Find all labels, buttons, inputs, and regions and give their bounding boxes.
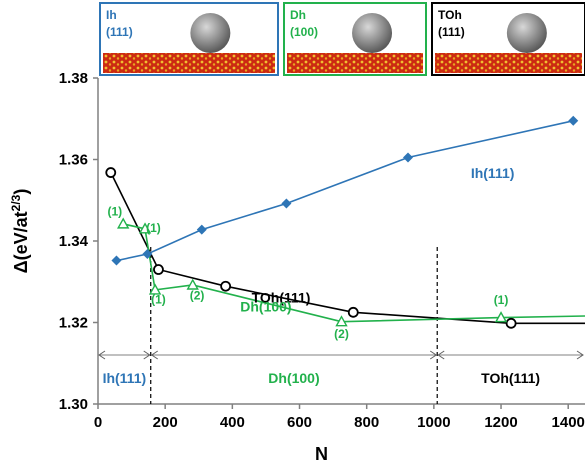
inset-title-2: TOh bbox=[438, 8, 462, 22]
annotation-label: (2) bbox=[190, 288, 205, 302]
y-axis-title: Δ(eV/at2/3) bbox=[9, 189, 31, 274]
region-arrowhead-right bbox=[143, 350, 151, 360]
series-label-dh: Dh(100) bbox=[240, 298, 291, 314]
y-tick-label: 1.30 bbox=[59, 396, 88, 413]
region-label: Ih(111) bbox=[103, 370, 147, 386]
data-point-ih bbox=[111, 255, 122, 266]
region-label: TOh(111) bbox=[481, 370, 540, 386]
x-tick-label: 1000 bbox=[417, 414, 450, 431]
data-point-dh bbox=[494, 311, 508, 323]
data-point-toh bbox=[347, 306, 359, 318]
data-point-toh bbox=[505, 317, 517, 329]
data-point-ih bbox=[196, 224, 207, 235]
region-arrowhead-left bbox=[437, 350, 445, 360]
inset-substrate-2 bbox=[435, 53, 582, 73]
series-markers bbox=[105, 115, 579, 329]
region-label: Dh(100) bbox=[268, 370, 319, 386]
insets: Ih (111) Dh (100) TOh (111) bbox=[99, 2, 585, 76]
plot-frame: 1.30 1.32 1.34 1.36 1.38 0 200 400 600 800 1000 120… bbox=[9, 70, 585, 464]
x-tick-label: 400 bbox=[220, 414, 245, 431]
inset-substrate-0 bbox=[103, 53, 275, 73]
data-point-dh bbox=[335, 315, 348, 327]
x-tick-label: 0 bbox=[94, 414, 102, 431]
region-arrowhead-left bbox=[150, 350, 159, 360]
data-point-toh bbox=[220, 280, 232, 292]
y-tick-label: 1.32 bbox=[59, 315, 88, 332]
series-label-ih: Ih(111) bbox=[471, 165, 515, 181]
data-point-ih bbox=[568, 115, 579, 126]
data-point-toh bbox=[153, 264, 164, 275]
series-label-toh: TOh(111) bbox=[252, 290, 311, 306]
series-line-ih bbox=[116, 120, 574, 262]
x-tick-label: 1200 bbox=[484, 414, 517, 431]
region-arrowhead-right bbox=[429, 350, 438, 360]
y-tick-label: 1.38 bbox=[59, 70, 88, 87]
x-tick-label: 600 bbox=[287, 414, 312, 431]
inset-cluster-2 bbox=[506, 13, 547, 53]
data-point-ih bbox=[403, 152, 414, 163]
inset-sub-2: (111) bbox=[438, 25, 465, 39]
y-tick-label: 1.34 bbox=[59, 233, 89, 250]
data-point-ih bbox=[142, 249, 153, 260]
x-axis-title: N bbox=[315, 444, 328, 464]
x-tick-label: 800 bbox=[354, 414, 379, 431]
series-lines bbox=[110, 120, 585, 325]
annotation-label: (1) bbox=[107, 205, 122, 219]
data-point-ih bbox=[281, 198, 292, 209]
data-point-toh bbox=[105, 167, 117, 178]
x-tick-label: 1400 bbox=[552, 414, 585, 431]
inset-title-0: Ih bbox=[106, 8, 117, 22]
annotation-label: (1) bbox=[151, 292, 166, 306]
data-point-dh bbox=[148, 283, 162, 295]
data-point-dh bbox=[117, 217, 130, 229]
inset-title-1: Dh bbox=[290, 8, 306, 22]
chart-labels: Ih(111) Dh(100) TOh(111)Ih(111)TOh(111)Dh(… bbox=[103, 165, 540, 386]
data-point-dh bbox=[138, 222, 152, 234]
inset-cluster-0 bbox=[190, 13, 231, 53]
x-tick-label: 200 bbox=[153, 414, 178, 431]
annotation-label: (1) bbox=[146, 221, 161, 235]
series-line-toh bbox=[110, 172, 585, 325]
annotation-label: (1) bbox=[494, 293, 509, 307]
data-point-dh bbox=[186, 278, 199, 290]
inset-sub-1: (100) bbox=[290, 25, 318, 39]
annotation-label: (2) bbox=[334, 327, 349, 341]
inset-sub-0: (111) bbox=[106, 25, 133, 39]
inset-substrate-1 bbox=[287, 53, 423, 73]
y-tick-label: 1.36 bbox=[59, 152, 88, 169]
inset-cluster-1 bbox=[352, 13, 393, 53]
region-arrowhead-right bbox=[576, 350, 584, 360]
region-arrowhead-left bbox=[98, 350, 106, 360]
